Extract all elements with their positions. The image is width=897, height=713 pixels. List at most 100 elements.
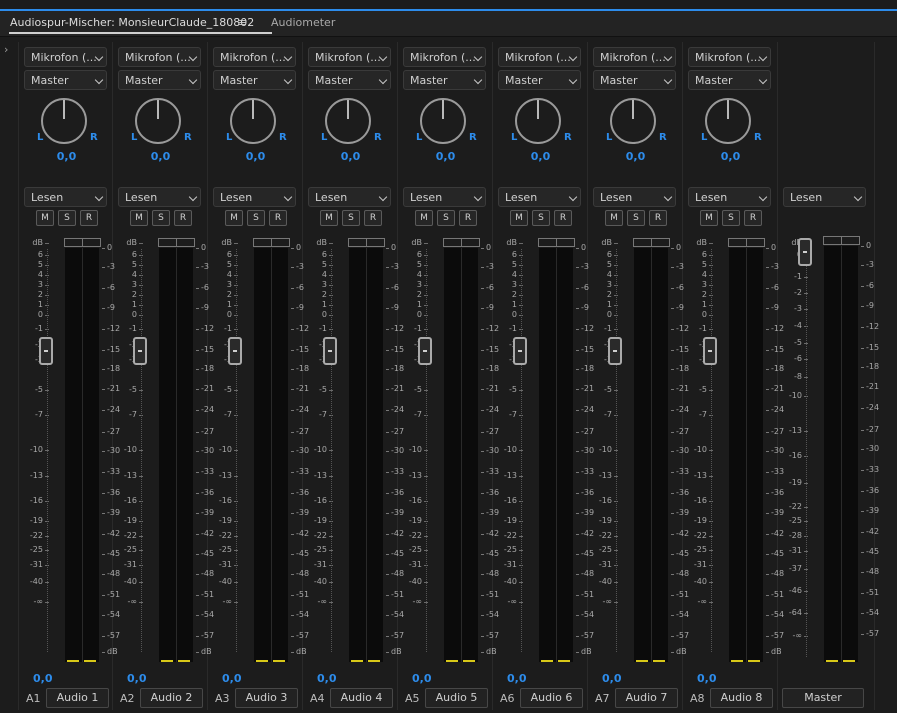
output-select[interactable]: Master	[688, 70, 771, 90]
volume-fader[interactable]	[703, 337, 717, 365]
input-select[interactable]: Mikrofon (...	[688, 47, 771, 67]
input-select[interactable]: Mikrofon (...	[593, 47, 676, 67]
volume-value[interactable]: 0,0	[222, 672, 242, 685]
automation-mode-select[interactable]: Lesen	[213, 187, 296, 207]
mute-button[interactable]: M	[510, 210, 528, 226]
output-select[interactable]: Master	[118, 70, 201, 90]
tab-audio-meters[interactable]: Audiometer	[271, 16, 336, 29]
mute-button[interactable]: M	[415, 210, 433, 226]
output-select[interactable]: Master	[498, 70, 581, 90]
peak-indicator[interactable]	[64, 238, 101, 247]
solo-button[interactable]: S	[437, 210, 455, 226]
output-select[interactable]: Master	[308, 70, 391, 90]
mute-button[interactable]: M	[225, 210, 243, 226]
record-enable-button[interactable]: R	[649, 210, 667, 226]
solo-button[interactable]: S	[627, 210, 645, 226]
pan-knob[interactable]	[515, 98, 561, 144]
volume-fader[interactable]	[228, 337, 242, 365]
volume-value[interactable]: 0,0	[33, 672, 53, 685]
volume-fader[interactable]	[418, 337, 432, 365]
pan-value[interactable]: 0,0	[56, 150, 77, 163]
record-enable-button[interactable]: R	[364, 210, 382, 226]
pan-value[interactable]: 0,0	[720, 150, 741, 163]
volume-fader[interactable]	[133, 337, 147, 365]
record-enable-button[interactable]: R	[459, 210, 477, 226]
track-name-field[interactable]: Audio 4	[330, 688, 393, 708]
automation-mode-select[interactable]: Lesen	[118, 187, 201, 207]
track-name-field[interactable]: Audio 1	[46, 688, 109, 708]
pan-knob[interactable]	[420, 98, 466, 144]
pan-knob[interactable]	[41, 98, 87, 144]
peak-indicator[interactable]	[443, 238, 480, 247]
mute-button[interactable]: M	[320, 210, 338, 226]
solo-button[interactable]: S	[58, 210, 76, 226]
volume-fader[interactable]	[513, 337, 527, 365]
pan-value[interactable]: 0,0	[340, 150, 361, 163]
output-select[interactable]: Master	[213, 70, 296, 90]
mute-button[interactable]: M	[36, 210, 54, 226]
mute-button[interactable]: M	[700, 210, 718, 226]
input-select[interactable]: Mikrofon (...	[403, 47, 486, 67]
solo-button[interactable]: S	[532, 210, 550, 226]
pan-knob[interactable]	[135, 98, 181, 144]
volume-value[interactable]: 0,0	[507, 672, 527, 685]
record-enable-button[interactable]: R	[744, 210, 762, 226]
track-name-field[interactable]: Audio 5	[425, 688, 488, 708]
peak-indicator[interactable]	[348, 238, 385, 247]
record-enable-button[interactable]: R	[80, 210, 98, 226]
record-enable-button[interactable]: R	[174, 210, 192, 226]
volume-fader[interactable]	[323, 337, 337, 365]
input-select[interactable]: Mikrofon (...	[213, 47, 296, 67]
automation-mode-select[interactable]: Lesen	[593, 187, 676, 207]
pan-knob[interactable]	[230, 98, 276, 144]
input-select[interactable]: Mikrofon (...	[24, 47, 107, 67]
volume-fader[interactable]	[39, 337, 53, 365]
pan-knob[interactable]	[325, 98, 371, 144]
record-enable-button[interactable]: R	[554, 210, 572, 226]
peak-indicator[interactable]	[158, 238, 195, 247]
pan-value[interactable]: 0,0	[150, 150, 171, 163]
output-select[interactable]: Master	[403, 70, 486, 90]
pan-knob[interactable]	[610, 98, 656, 144]
input-select[interactable]: Mikrofon (...	[118, 47, 201, 67]
solo-button[interactable]: S	[722, 210, 740, 226]
pan-value[interactable]: 0,0	[435, 150, 456, 163]
track-name-field[interactable]: Audio 7	[615, 688, 678, 708]
pan-value[interactable]: 0,0	[530, 150, 551, 163]
automation-mode-select[interactable]: Lesen	[403, 187, 486, 207]
pan-value[interactable]: 0,0	[245, 150, 266, 163]
output-select[interactable]: Master	[593, 70, 676, 90]
record-enable-button[interactable]: R	[269, 210, 287, 226]
automation-mode-select[interactable]: Lesen	[498, 187, 581, 207]
solo-button[interactable]: S	[247, 210, 265, 226]
input-select[interactable]: Mikrofon (...	[498, 47, 581, 67]
volume-value[interactable]: 0,0	[412, 672, 432, 685]
mute-button[interactable]: M	[605, 210, 623, 226]
pan-knob[interactable]	[705, 98, 751, 144]
peak-indicator[interactable]	[633, 238, 670, 247]
output-select[interactable]: Master	[24, 70, 107, 90]
track-name-field[interactable]: Audio 3	[235, 688, 298, 708]
master-name-field[interactable]: Master	[782, 688, 864, 708]
expand-effects-icon[interactable]: ›	[4, 43, 9, 56]
panel-menu-icon[interactable]: ≡	[238, 16, 248, 29]
automation-mode-select[interactable]: Lesen	[688, 187, 771, 207]
mute-button[interactable]: M	[130, 210, 148, 226]
pan-value[interactable]: 0,0	[625, 150, 646, 163]
automation-mode-select[interactable]: Lesen	[308, 187, 391, 207]
volume-fader[interactable]	[608, 337, 622, 365]
volume-value[interactable]: 0,0	[127, 672, 147, 685]
track-name-field[interactable]: Audio 8	[710, 688, 773, 708]
tab-audio-track-mixer[interactable]: Audiospur-Mischer: MonsieurClaude_180802	[8, 16, 273, 34]
solo-button[interactable]: S	[342, 210, 360, 226]
peak-indicator[interactable]	[253, 238, 290, 247]
peak-indicator[interactable]	[728, 238, 765, 247]
volume-value[interactable]: 0,0	[317, 672, 337, 685]
automation-mode-select[interactable]: Lesen	[783, 187, 866, 207]
master-volume-fader[interactable]	[798, 238, 812, 266]
peak-indicator[interactable]	[823, 236, 860, 245]
solo-button[interactable]: S	[152, 210, 170, 226]
automation-mode-select[interactable]: Lesen	[24, 187, 107, 207]
volume-value[interactable]: 0,0	[602, 672, 622, 685]
track-name-field[interactable]: Audio 6	[520, 688, 583, 708]
